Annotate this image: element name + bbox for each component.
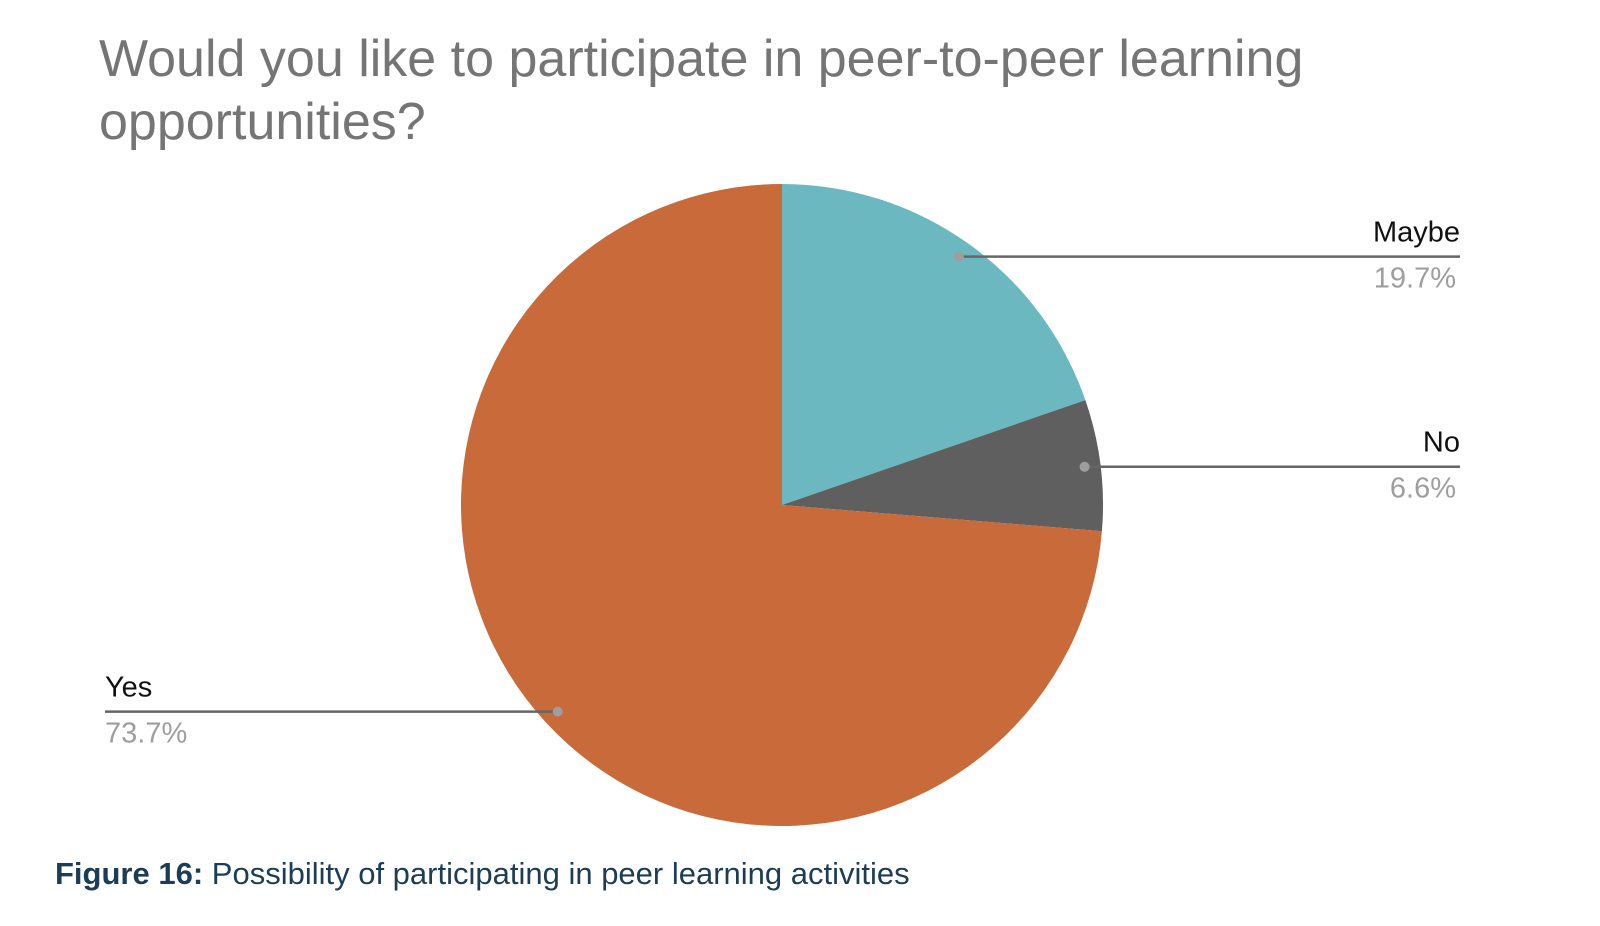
caption-text: Possibility of participating in peer lea…: [211, 856, 910, 891]
slice-label: Yes: [105, 671, 152, 703]
slice-value-label: 6.6%: [1390, 472, 1456, 504]
leader-dot: [1079, 461, 1090, 472]
caption: Figure 16: Possibility of participating …: [55, 856, 910, 892]
leader-dot: [953, 251, 964, 262]
slice-label: Maybe: [1373, 216, 1460, 248]
leader-dot: [552, 706, 563, 717]
caption-label: Figure 16:: [55, 856, 204, 891]
pie-slice: [461, 184, 1102, 826]
slice-value-label: 73.7%: [105, 717, 187, 749]
slice-value-label: 19.7%: [1374, 262, 1456, 294]
pie-slice: [782, 184, 1086, 505]
chart-title: Would you like to participate in peer-to…: [99, 30, 1304, 151]
slice-label: No: [1423, 426, 1460, 458]
pie-slice: [782, 400, 1103, 532]
